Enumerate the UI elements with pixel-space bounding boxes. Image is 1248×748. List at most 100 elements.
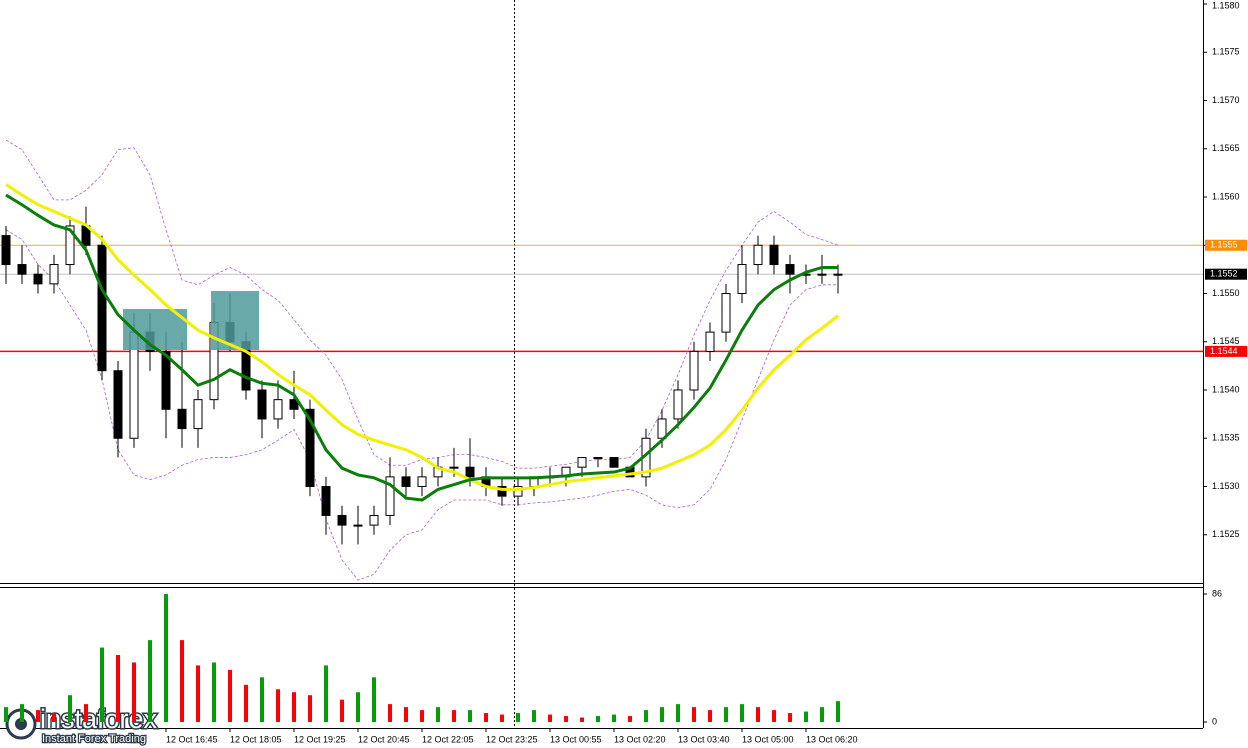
candle-body <box>33 273 43 285</box>
logo-name: instaforex <box>40 704 158 734</box>
candle-body <box>513 486 523 497</box>
volume-bar <box>564 716 568 722</box>
volume-bar <box>308 695 312 722</box>
candle-body <box>17 264 27 275</box>
volume-tick-label: 0 <box>1212 716 1217 726</box>
level-label: 1.1544 <box>1210 346 1238 356</box>
volume-bar <box>724 707 728 722</box>
candle-body <box>337 514 347 526</box>
candle-body <box>657 418 667 439</box>
candle-body <box>817 273 827 276</box>
volume-bar <box>276 689 280 722</box>
volume-bar <box>548 714 552 722</box>
x-tick-label: 13 Oct 05:00 <box>742 734 794 744</box>
x-tick-label: 12 Oct 23:25 <box>486 734 538 744</box>
candle-body <box>497 486 507 497</box>
candle-body <box>161 350 171 410</box>
volume-bar <box>740 704 744 722</box>
volume-bar <box>20 704 24 722</box>
volume-bar <box>836 701 840 722</box>
x-tick-label: 13 Oct 02:20 <box>614 734 666 744</box>
volume-bar <box>68 695 72 722</box>
candle-body <box>785 264 795 275</box>
volume-bar <box>356 692 360 722</box>
volume-tick-label: 86 <box>1212 588 1222 598</box>
volume-bar <box>4 707 8 722</box>
volume-bar <box>788 713 792 722</box>
volume-bar <box>388 704 392 722</box>
candle-body <box>833 273 843 276</box>
candle-body <box>369 514 379 526</box>
band-line <box>5 229 838 581</box>
level-label: 1.1555 <box>1210 240 1238 250</box>
indicator-layer <box>5 183 839 502</box>
candle-body <box>321 486 331 516</box>
volume-bar <box>628 716 632 722</box>
volume-bar <box>148 640 152 722</box>
volume-bar <box>180 640 184 722</box>
volume-bar <box>100 647 104 722</box>
volume-bar <box>660 707 664 722</box>
volume-bar <box>324 665 328 722</box>
x-tick-label: 12 Oct 18:05 <box>230 734 282 744</box>
volume-bar <box>164 594 168 722</box>
volume-bar <box>500 714 504 722</box>
candle-body <box>593 457 603 460</box>
volume-bar <box>452 710 456 722</box>
candle-body <box>257 389 267 420</box>
candle-body <box>49 264 59 285</box>
y-tick-label: 1.1550 <box>1212 288 1240 298</box>
volume-bar <box>132 662 136 722</box>
volume-bar <box>116 655 120 722</box>
x-tick-label: 13 Oct 03:40 <box>678 734 730 744</box>
y-tick-label: 1.1525 <box>1212 529 1240 539</box>
volume-bar <box>52 713 56 722</box>
volume-bar <box>260 677 264 722</box>
y-tick-label: 1.1560 <box>1212 191 1240 201</box>
volume-bar <box>532 710 536 722</box>
y-tick-label: 1.1575 <box>1212 47 1240 57</box>
volume-bar <box>708 710 712 722</box>
volume-bar <box>36 710 40 722</box>
candle-body <box>721 293 731 333</box>
candle-body <box>449 466 459 469</box>
candle-body <box>769 244 779 266</box>
x-tick-label: 13 Oct 00:55 <box>550 734 602 744</box>
x-tick-label: 12 Oct 19:25 <box>294 734 346 744</box>
candle-body <box>385 476 395 516</box>
volume-bar <box>196 665 200 722</box>
level-label: 1.1552 <box>1210 269 1238 279</box>
candle-body <box>273 399 283 420</box>
volume-bar <box>756 707 760 722</box>
band-line <box>5 139 839 469</box>
y-tick-label: 1.1565 <box>1212 143 1240 153</box>
volume-bar <box>420 710 424 722</box>
volume-bar <box>404 707 408 722</box>
x-tick-label: 12 Oct 20:45 <box>358 734 410 744</box>
volume-bar <box>228 669 232 722</box>
x-tick-label: 12 Oct 22:05 <box>422 734 474 744</box>
candle-body <box>113 370 123 439</box>
candle-body <box>577 457 587 468</box>
candle-body <box>1 235 11 266</box>
level-label-box <box>1205 345 1247 357</box>
candle-body <box>705 331 715 352</box>
candle-body <box>65 225 75 266</box>
y-tick-label: 1.1545 <box>1212 336 1240 346</box>
level-label-box <box>1205 268 1247 280</box>
candle-body <box>193 399 203 430</box>
volume-bar <box>468 710 472 722</box>
volume-bar <box>292 692 296 722</box>
candle-body <box>737 264 747 294</box>
y-tick-label: 1.1540 <box>1212 384 1240 394</box>
candle-body <box>417 476 427 488</box>
logo: instaforex Instant Forex Trading <box>5 703 159 746</box>
volume-bar <box>692 707 696 722</box>
volume-bar <box>596 716 600 722</box>
volume-bar <box>644 710 648 722</box>
candle-body <box>401 476 411 488</box>
candle-body <box>465 466 475 478</box>
moving-average <box>5 183 839 491</box>
